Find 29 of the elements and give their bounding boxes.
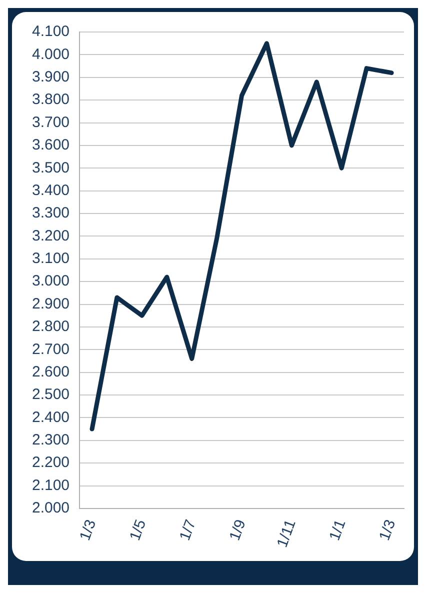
y-tick-label: 3.700: [32, 114, 70, 131]
y-tick-label: 2.000: [32, 500, 70, 517]
y-tick-label: 2.900: [32, 295, 70, 312]
x-tick-label: 1/3: [76, 518, 100, 543]
y-tick-label: 4.100: [32, 23, 70, 40]
y-tick-label: 3.300: [32, 204, 70, 222]
y-tick-label: 2.800: [32, 318, 70, 336]
y-tick-label: 3.500: [32, 159, 70, 176]
x-tick-label: 1/7: [176, 518, 200, 543]
y-tick-label: 2.500: [32, 386, 70, 404]
y-tick-label: 2.300: [32, 432, 70, 449]
y-tick-label: 2.200: [32, 454, 70, 472]
y-tick-label: 4.000: [32, 46, 70, 63]
y-tick-label: 3.100: [32, 250, 70, 268]
y-tick-label: 3.900: [32, 68, 70, 86]
x-tick-label: 1/5: [126, 518, 150, 543]
x-tick-label: 1/9: [226, 518, 250, 543]
x-tick-label: 1/3: [376, 518, 400, 543]
x-tick-label: 1/11: [274, 518, 300, 550]
y-tick-label: 3.200: [32, 227, 70, 244]
y-tick-label: 3.600: [32, 136, 70, 154]
y-tick-label: 3.000: [32, 272, 70, 290]
y-tick-label: 3.800: [32, 91, 70, 108]
y-tick-label: 2.700: [32, 340, 70, 358]
x-tick-label: 1/1: [326, 518, 350, 543]
y-tick-label: 2.100: [32, 476, 70, 494]
y-tick-label: 3.400: [32, 182, 70, 199]
y-tick-label: 2.600: [32, 363, 70, 380]
y-tick-label: 2.400: [32, 408, 70, 426]
